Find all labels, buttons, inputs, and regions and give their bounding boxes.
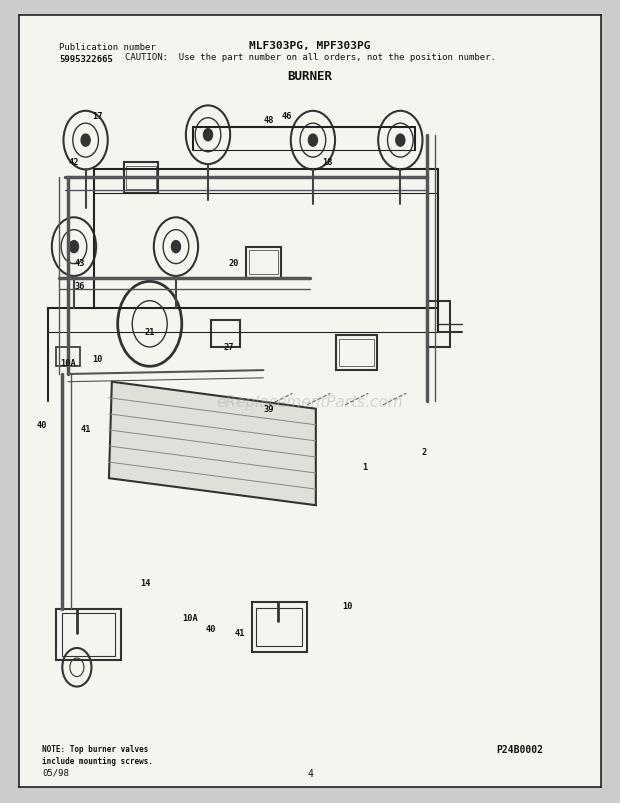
Text: BURNER: BURNER xyxy=(288,70,332,83)
Text: MLF303PG, MPF303PG: MLF303PG, MPF303PG xyxy=(249,41,371,51)
Text: CAUTION:  Use the part number on all orders, not the position number.: CAUTION: Use the part number on all orde… xyxy=(125,53,495,62)
Circle shape xyxy=(81,135,91,147)
Bar xyxy=(56,609,120,660)
Text: NOTE: Top burner valves
include mounting screws.: NOTE: Top burner valves include mounting… xyxy=(42,744,153,765)
Circle shape xyxy=(171,241,180,254)
Circle shape xyxy=(308,135,317,147)
Text: 20: 20 xyxy=(229,259,239,267)
Text: 10: 10 xyxy=(343,601,353,610)
Text: 05/98: 05/98 xyxy=(42,768,69,777)
Text: 40: 40 xyxy=(206,625,216,634)
Text: 46: 46 xyxy=(281,112,292,120)
Text: 1: 1 xyxy=(363,463,368,471)
Bar xyxy=(246,247,281,278)
Bar xyxy=(56,348,80,367)
Text: eReplacementParts.com: eReplacementParts.com xyxy=(216,394,404,409)
Polygon shape xyxy=(109,382,316,506)
Bar xyxy=(211,320,240,348)
Text: 5995322665: 5995322665 xyxy=(60,55,113,63)
Bar xyxy=(336,336,377,371)
Text: 27: 27 xyxy=(223,343,234,352)
Bar xyxy=(126,166,156,190)
Text: 36: 36 xyxy=(74,281,85,291)
Text: P24B0002: P24B0002 xyxy=(497,744,544,755)
Text: 10A: 10A xyxy=(60,358,76,368)
Bar xyxy=(257,608,303,646)
Text: 4: 4 xyxy=(307,768,313,777)
Bar xyxy=(249,251,278,275)
Text: 2: 2 xyxy=(421,447,427,456)
Bar xyxy=(339,340,374,367)
Circle shape xyxy=(396,135,405,147)
Text: 41: 41 xyxy=(81,424,91,433)
Circle shape xyxy=(203,129,213,141)
Text: 39: 39 xyxy=(264,405,275,414)
Text: Publication number: Publication number xyxy=(60,43,156,52)
Text: 10A: 10A xyxy=(183,613,198,622)
Text: 43: 43 xyxy=(74,259,85,267)
Text: 18: 18 xyxy=(322,158,333,167)
Text: 21: 21 xyxy=(144,328,155,336)
Text: 48: 48 xyxy=(264,116,275,124)
Text: 41: 41 xyxy=(235,628,246,638)
Bar xyxy=(123,162,159,194)
Text: 10: 10 xyxy=(92,355,102,364)
Bar xyxy=(427,301,450,348)
Text: 42: 42 xyxy=(69,158,79,167)
Circle shape xyxy=(69,241,79,254)
Bar xyxy=(62,613,115,656)
Text: 17: 17 xyxy=(92,112,102,120)
Bar xyxy=(252,602,307,652)
Text: 14: 14 xyxy=(140,578,151,587)
Text: 40: 40 xyxy=(37,420,47,429)
